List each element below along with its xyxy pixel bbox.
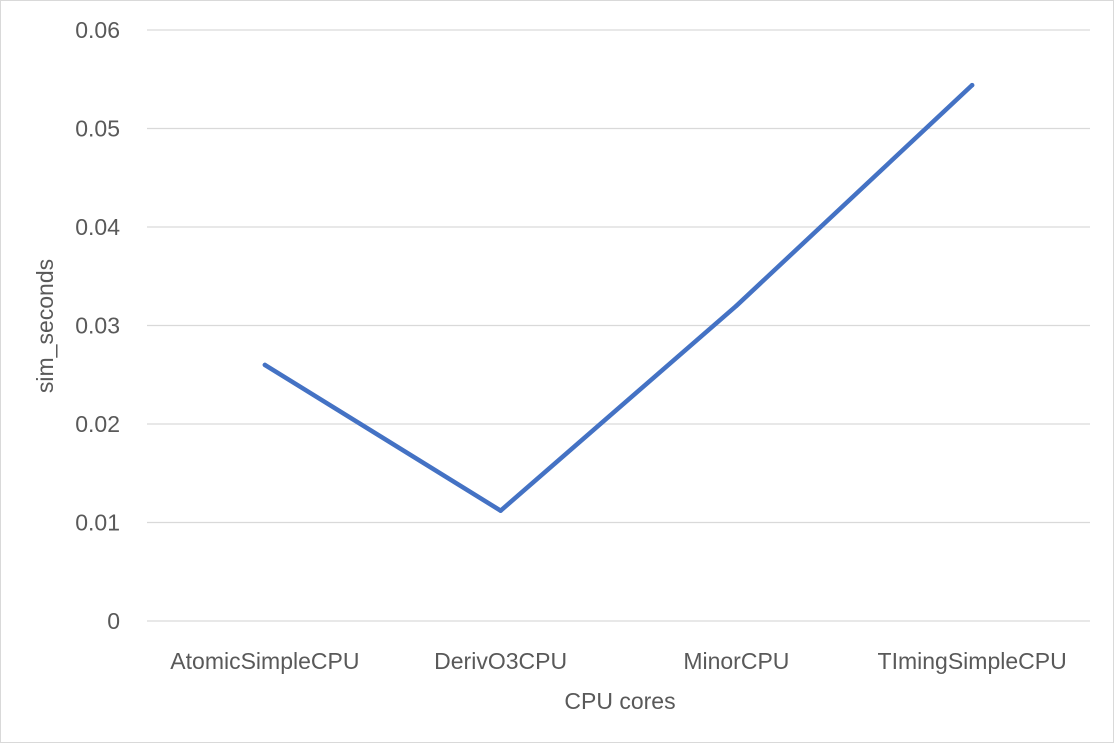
series-layer: [262, 82, 975, 513]
x-tick-label: MinorCPU: [683, 648, 789, 674]
y-tick-label: 0.01: [75, 510, 120, 536]
x-axis-ticks: AtomicSimpleCPU DerivO3CPU MinorCPU TImingS…: [170, 648, 1066, 674]
y-tick-label: 0: [107, 608, 120, 634]
x-tick-label: DerivO3CPU: [434, 648, 567, 674]
gridlines: [147, 29, 1090, 622]
y-tick-label: 0.02: [75, 411, 120, 437]
y-tick-label: 0.05: [75, 116, 120, 142]
y-axis-title: sim_seconds: [32, 259, 58, 393]
x-tick-label: TImingSimpleCPU: [878, 648, 1067, 674]
data-point: [969, 82, 975, 88]
x-axis-title: CPU cores: [564, 688, 675, 714]
data-point: [498, 508, 503, 513]
y-tick-label: 0.06: [75, 17, 120, 43]
data-point: [734, 303, 739, 308]
y-tick-label: 0.04: [75, 214, 120, 240]
x-tick-label: AtomicSimpleCPU: [170, 648, 359, 674]
y-axis-ticks: 0 0.01 0.02 0.03 0.04 0.05 0.06: [75, 17, 120, 634]
series-line: [262, 82, 975, 513]
y-tick-label: 0.03: [75, 313, 120, 339]
data-point: [262, 362, 268, 368]
